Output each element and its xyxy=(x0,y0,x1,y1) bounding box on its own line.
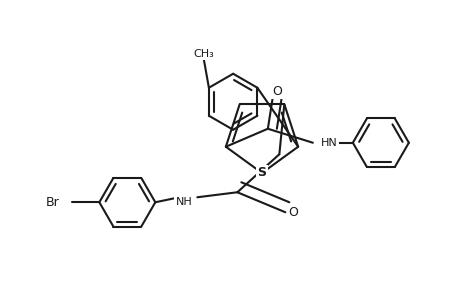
Text: O: O xyxy=(288,206,297,219)
Text: HN: HN xyxy=(320,138,337,148)
Text: S: S xyxy=(257,167,266,179)
Text: CH₃: CH₃ xyxy=(193,49,214,59)
Text: Br: Br xyxy=(45,196,59,209)
Text: NH: NH xyxy=(175,197,192,207)
Text: O: O xyxy=(271,85,281,98)
